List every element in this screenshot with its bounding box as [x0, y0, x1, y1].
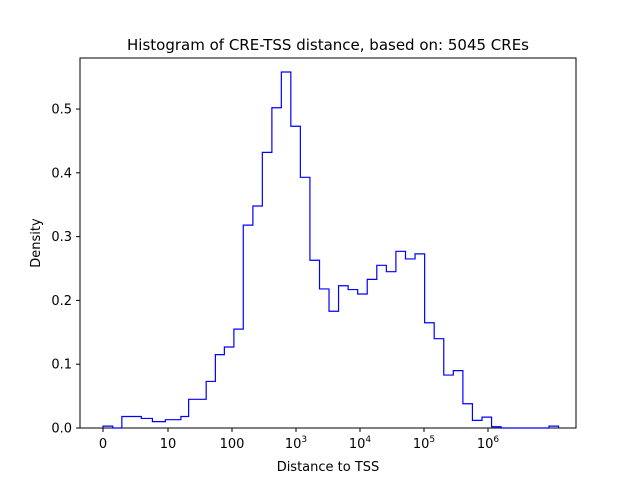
y-tick-label: 0.1 [51, 358, 72, 373]
x-tick-label: 105 [413, 435, 435, 452]
y-axis-ticks: 0.0 0.1 0.2 0.3 0.4 0.5 [51, 103, 80, 437]
y-tick-label: 0.5 [51, 103, 72, 118]
x-tick-exponent: 4 [365, 435, 371, 445]
plot-area: 0 10 100 103 104 105 106 0.0 0.1 0.2 0.3 0.4 0.5 [51, 57, 577, 452]
y-axis-label: Density [29, 218, 44, 268]
x-tick-label: 100 [220, 437, 245, 452]
y-tick-label: 0.3 [51, 230, 72, 245]
y-tick-label: 0.2 [51, 294, 72, 309]
x-tick-exponent: 5 [429, 435, 435, 445]
y-tick-label: 0.4 [51, 166, 72, 181]
x-axis-label: Distance to TSS [277, 460, 380, 475]
x-axis-ticks: 0 10 100 103 104 105 106 [99, 428, 500, 452]
x-tick-label: 103 [285, 435, 307, 452]
x-tick-exponent: 3 [301, 435, 307, 445]
x-tick-label: 0 [99, 437, 107, 452]
x-tick-label: 106 [477, 435, 500, 452]
chart-title: Histogram of CRE-TSS distance, based on:… [127, 36, 529, 54]
x-tick-exponent: 6 [493, 435, 499, 445]
x-tick-label: 104 [349, 435, 372, 452]
histogram-series-line [102, 71, 560, 429]
plot-frame [79, 57, 577, 429]
x-tick-label: 10 [160, 437, 177, 452]
y-tick-label: 0.0 [51, 422, 72, 437]
